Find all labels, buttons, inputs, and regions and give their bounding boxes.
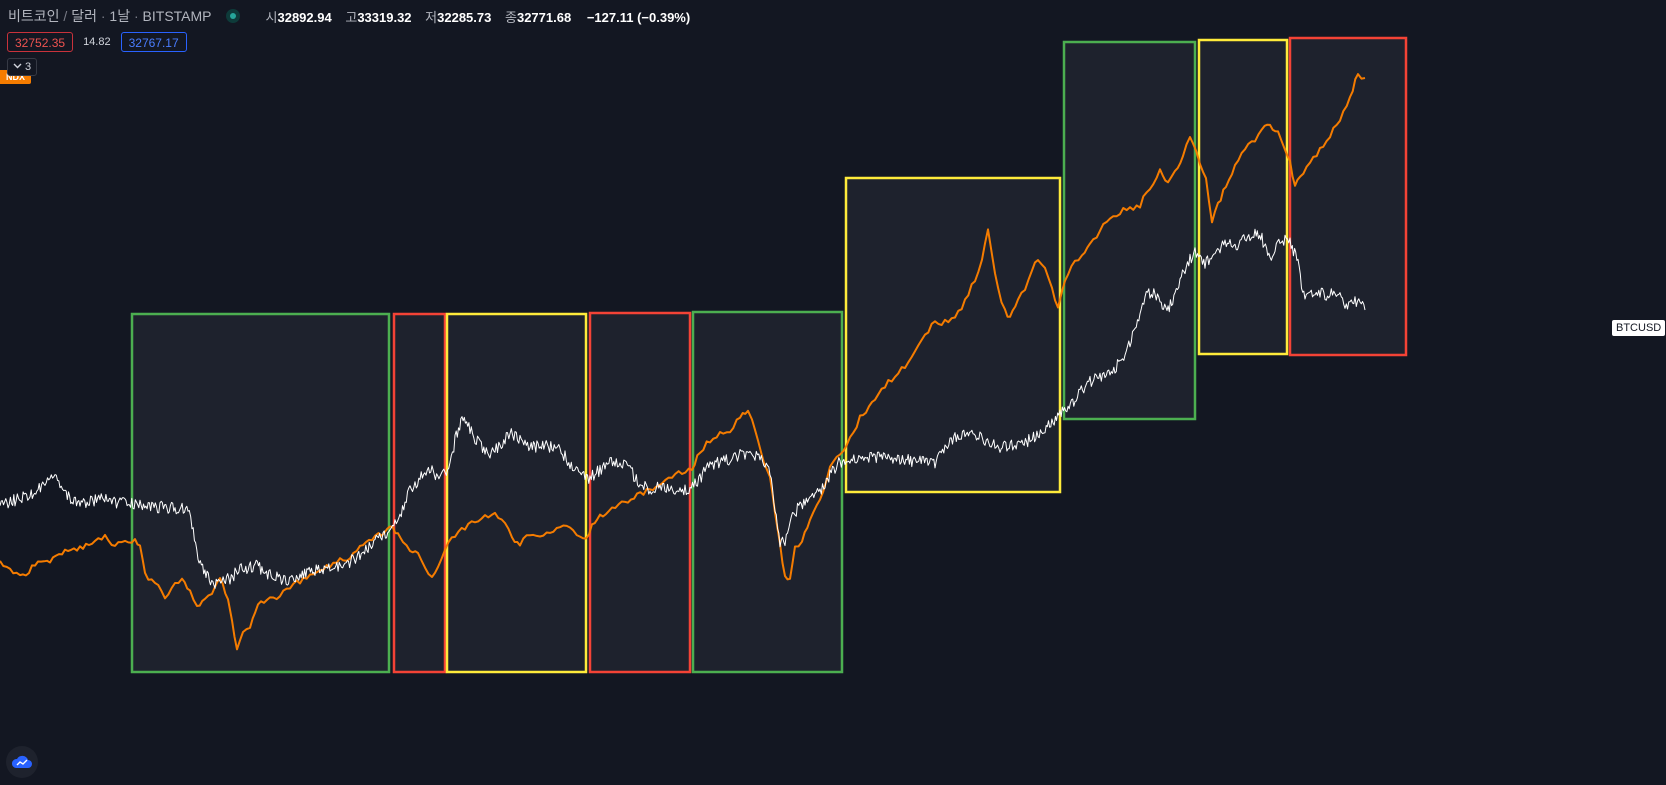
live-status-icon — [225, 9, 240, 23]
high-label: 고 — [345, 9, 358, 25]
open-value: 32892.94 — [277, 9, 332, 25]
buy-sell-panel: 32752.35 14.82 32767.17 — [7, 31, 187, 53]
phase-box-green[interactable] — [130, 312, 391, 674]
low-value: 32285.73 — [437, 9, 492, 25]
phase-box-yellow[interactable] — [1197, 38, 1289, 356]
ohlc-values: 시32892.94 고33319.32 저32285.73 종32771.68 … — [264, 7, 691, 26]
phase-box-yellow[interactable] — [445, 312, 588, 674]
chevron-down-icon — [13, 63, 22, 69]
indicators-toggle-button[interactable]: 3 — [7, 58, 37, 76]
currency-name: 달러 — [71, 8, 97, 24]
tradingview-cloud-icon — [12, 755, 32, 768]
btcusd-price-label: BTCUSD — [1612, 320, 1666, 336]
phase-box-green[interactable] — [1062, 40, 1197, 421]
dot-separator: · — [100, 8, 106, 24]
high-value: 33319.32 — [357, 9, 412, 25]
symbol-title[interactable]: 비트코인 / 달러 · 1날 · BITSTAMP — [8, 6, 212, 26]
exchange-label: BITSTAMP — [142, 8, 212, 24]
close-value: 32771.68 — [516, 9, 572, 25]
low-label: 저 — [425, 9, 438, 25]
phase-boxes — [130, 36, 1408, 674]
symbol-name: 비트코인 — [8, 8, 60, 24]
symbol-legend[interactable]: 비트코인 / 달러 · 1날 · BITSTAMP 시32892.94 고333… — [8, 6, 690, 26]
phase-box-red[interactable] — [392, 312, 447, 674]
buy-button[interactable]: 32767.17 — [120, 32, 187, 52]
open-label: 시 — [265, 9, 278, 25]
phase-box-green[interactable] — [691, 310, 844, 674]
spread-value: 14.82 — [83, 36, 111, 48]
symbol-separator: / — [63, 8, 68, 24]
btcusd-series-line — [0, 228, 1366, 589]
sell-button[interactable]: 32752.35 — [7, 32, 74, 52]
close-label: 종 — [505, 9, 517, 25]
interval-label: 1날 — [109, 8, 131, 24]
tradingview-logo-button[interactable] — [6, 746, 38, 778]
change-value: −127.11 (−0.39%) — [586, 9, 691, 25]
ndx-series-line — [0, 73, 1366, 651]
phase-box-red[interactable] — [1288, 36, 1408, 357]
dot-separator: · — [133, 8, 139, 24]
indicators-count: 3 — [24, 61, 32, 73]
